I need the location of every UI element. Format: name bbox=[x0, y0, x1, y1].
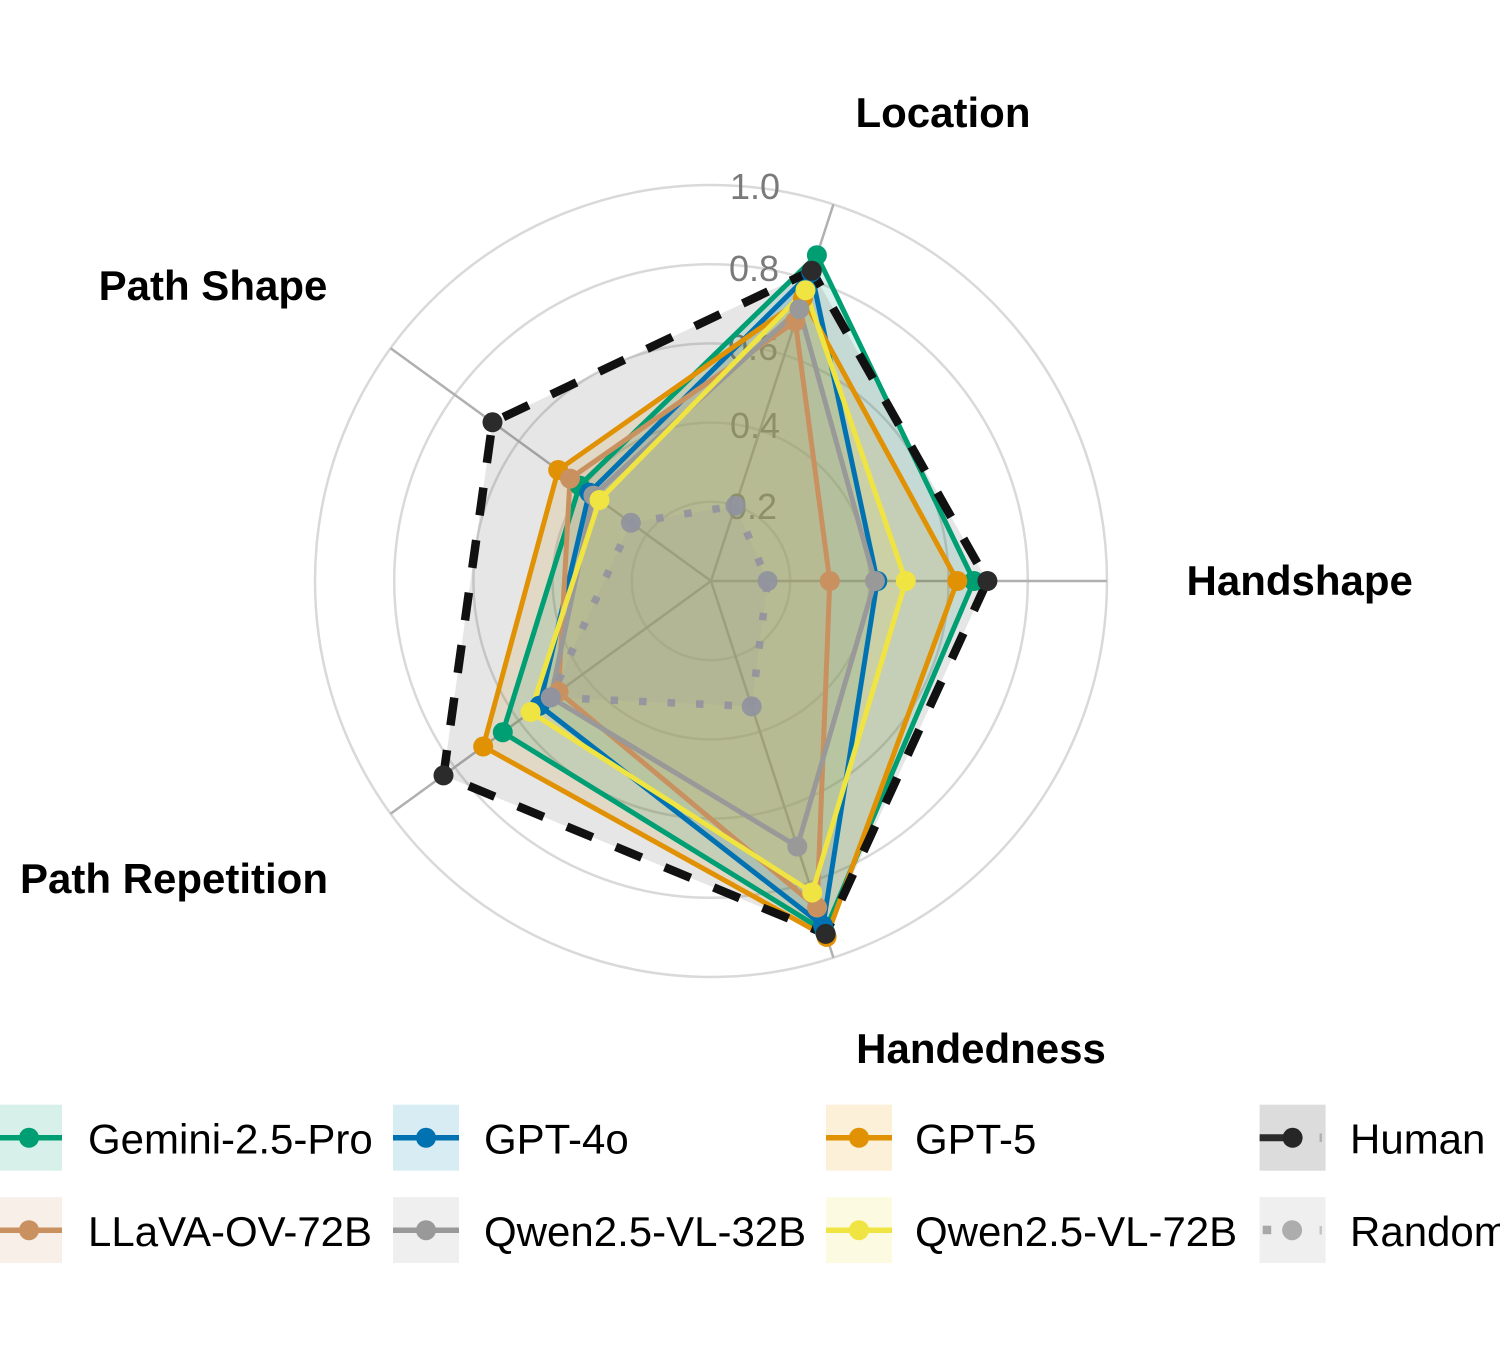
svg-text:Human: Human bbox=[1350, 1116, 1485, 1163]
svg-text:Gemini-2.5-Pro: Gemini-2.5-Pro bbox=[88, 1116, 373, 1163]
svg-text:GPT-4o: GPT-4o bbox=[484, 1116, 629, 1163]
svg-text:Qwen2.5-VL-72B: Qwen2.5-VL-72B bbox=[915, 1208, 1237, 1255]
svg-text:Path Repetition: Path Repetition bbox=[20, 855, 328, 902]
svg-text:Path Shape: Path Shape bbox=[99, 262, 328, 309]
svg-text:Location: Location bbox=[856, 89, 1031, 136]
svg-text:Qwen2.5-VL-32B: Qwen2.5-VL-32B bbox=[484, 1208, 806, 1255]
svg-text:Handshape: Handshape bbox=[1187, 557, 1413, 604]
svg-text:LLaVA-OV-72B: LLaVA-OV-72B bbox=[88, 1208, 372, 1255]
svg-text:0.4: 0.4 bbox=[730, 405, 780, 446]
svg-text:Handedness: Handedness bbox=[856, 1025, 1106, 1072]
svg-text:0.8: 0.8 bbox=[729, 248, 779, 289]
svg-text:Random: Random bbox=[1350, 1208, 1500, 1255]
svg-text:GPT-5: GPT-5 bbox=[915, 1116, 1036, 1163]
svg-text:1.0: 1.0 bbox=[730, 166, 780, 207]
